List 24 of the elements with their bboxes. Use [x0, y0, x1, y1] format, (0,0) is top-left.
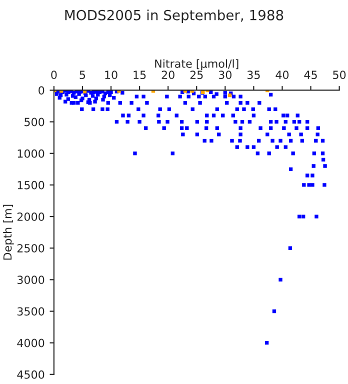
y-tick-label: 1500 — [18, 180, 44, 190]
y-axis-title: Depth [m] — [3, 204, 14, 260]
y-tick-label: 4000 — [17, 338, 44, 348]
y-tick-label: 500 — [24, 118, 44, 126]
x-tick-label: 45 — [304, 70, 317, 80]
x-tick-label: 10 — [105, 70, 118, 80]
x-axis-title: Nitrate [µmol/l] — [155, 59, 238, 70]
y-tick-label: 0 — [38, 86, 44, 95]
y-tick-label: 2500 — [17, 244, 44, 252]
x-tick-label: 50 — [333, 70, 346, 80]
y-tick-label: 3500 — [17, 307, 44, 316]
x-tick-label: 40 — [276, 70, 289, 80]
x-tick-label: 25 — [190, 70, 203, 80]
chart-title: MODS2005 in September, 1988 — [65, 10, 284, 24]
x-tick-label: 35 — [247, 70, 260, 80]
x-tick-label: 5 — [80, 70, 86, 80]
x-tick-label: 0 — [51, 70, 57, 80]
x-tick-label: 20 — [162, 70, 174, 80]
x-tick-label: 30 — [218, 70, 232, 80]
y-tick-label: 1000 — [18, 149, 44, 158]
y-tick-label: 2000 — [17, 212, 44, 221]
y-tick-label: 3000 — [17, 276, 44, 284]
x-tick-label: 15 — [134, 70, 146, 80]
y-tick-label: 4500 — [17, 370, 44, 379]
